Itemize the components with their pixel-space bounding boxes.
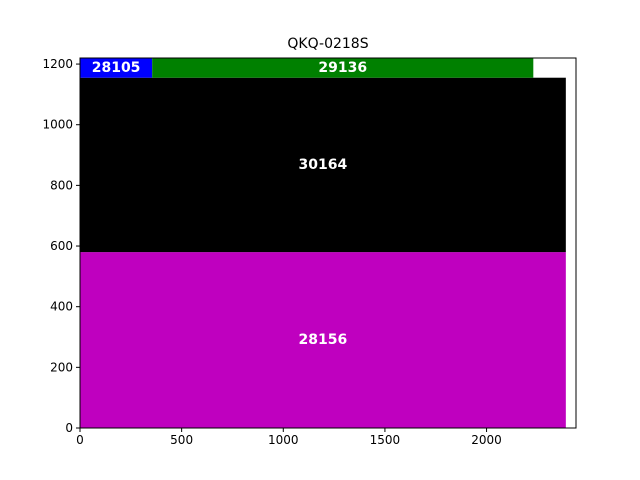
y-tick-label: 400: [50, 300, 73, 314]
treemap-label-29136: 29136: [318, 60, 367, 76]
y-tick-label: 200: [50, 360, 73, 374]
treemap-rect-28105: [80, 58, 153, 78]
treemap-label-30164: 30164: [299, 157, 348, 173]
x-axis: 0 500 1000 1500 2000: [76, 428, 502, 447]
x-tick-label: 500: [170, 433, 193, 447]
plot-area: 28156 30164 28105 29136: [80, 58, 566, 428]
chart-title: QKQ-0218S: [287, 36, 368, 52]
y-tick-label: 0: [65, 421, 73, 435]
treemap-rect-29136: [152, 58, 534, 78]
treemap-rect-30164: [80, 77, 566, 253]
y-tick-label: 800: [50, 178, 73, 192]
treemap-rect-28156: [80, 252, 566, 428]
treemap-label-28105: 28105: [92, 60, 141, 76]
plot-frame: [79, 57, 577, 429]
y-tick-label: 1000: [42, 118, 73, 132]
x-tick-label: 2000: [471, 433, 502, 447]
x-tick-label: 0: [76, 433, 84, 447]
treemap-label-28156: 28156: [299, 332, 348, 348]
y-tick-label: 1200: [42, 57, 73, 71]
y-tick-label: 600: [50, 239, 73, 253]
y-axis: 0 200 400 600 800 1000 1200: [42, 57, 80, 435]
x-tick-label: 1000: [268, 433, 299, 447]
x-tick-label: 1500: [370, 433, 401, 447]
